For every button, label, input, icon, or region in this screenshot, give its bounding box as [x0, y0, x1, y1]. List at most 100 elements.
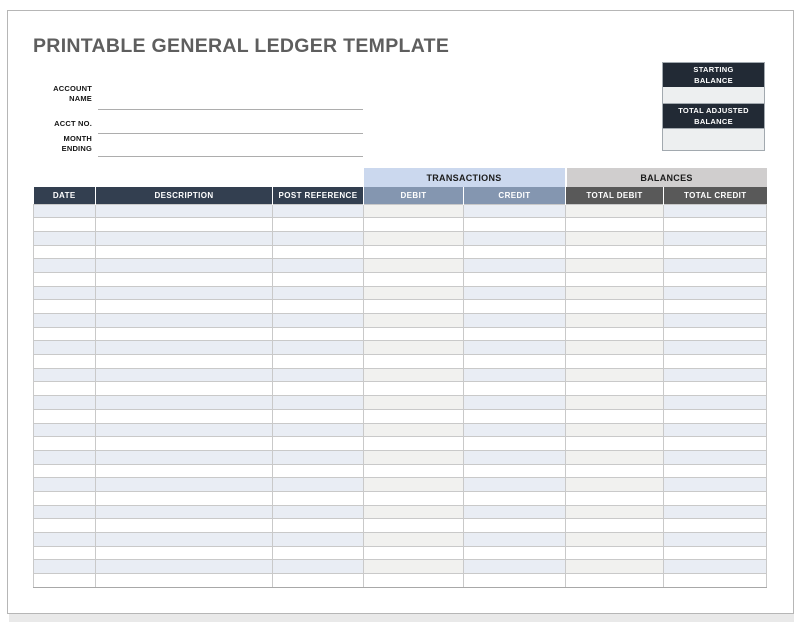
ledger-cell-description[interactable] — [95, 299, 273, 314]
ledger-cell-description[interactable] — [95, 504, 273, 520]
ledger-cell-date[interactable] — [33, 573, 96, 588]
ledger-cell-credit[interactable] — [462, 477, 567, 492]
ledger-cell-total-debit[interactable] — [565, 490, 665, 506]
ledger-cell-post-reference[interactable] — [272, 518, 364, 533]
ledger-cell-description[interactable] — [95, 367, 273, 383]
ledger-cell-description[interactable] — [95, 395, 273, 410]
ledger-cell-total-credit[interactable] — [663, 545, 768, 561]
ledger-cell-date[interactable] — [33, 299, 96, 314]
ledger-cell-debit[interactable] — [363, 367, 464, 383]
ledger-cell-debit[interactable] — [363, 313, 464, 328]
ledger-cell-credit[interactable] — [462, 490, 567, 506]
ledger-cell-post-reference[interactable] — [272, 203, 364, 219]
ledger-cell-total-credit[interactable] — [663, 354, 768, 369]
ledger-cell-description[interactable] — [95, 230, 273, 246]
ledger-cell-date[interactable] — [33, 504, 96, 520]
ledger-cell-description[interactable] — [95, 490, 273, 506]
ledger-cell-post-reference[interactable] — [272, 395, 364, 410]
ledger-cell-total-debit[interactable] — [565, 532, 665, 547]
ledger-cell-date[interactable] — [33, 230, 96, 246]
ledger-cell-debit[interactable] — [363, 244, 464, 260]
ledger-cell-debit[interactable] — [363, 490, 464, 506]
ledger-cell-description[interactable] — [95, 381, 273, 397]
ledger-cell-total-debit[interactable] — [565, 477, 665, 492]
ledger-cell-description[interactable] — [95, 217, 273, 232]
ledger-cell-description[interactable] — [95, 573, 273, 588]
ledger-cell-post-reference[interactable] — [272, 463, 364, 479]
ledger-cell-post-reference[interactable] — [272, 436, 364, 451]
ledger-cell-date[interactable] — [33, 559, 96, 575]
ledger-cell-post-reference[interactable] — [272, 422, 364, 438]
ledger-cell-debit[interactable] — [363, 477, 464, 492]
ledger-cell-total-credit[interactable] — [663, 463, 768, 479]
ledger-cell-debit[interactable] — [363, 299, 464, 314]
ledger-cell-total-debit[interactable] — [565, 395, 665, 410]
ledger-cell-post-reference[interactable] — [272, 258, 364, 273]
ledger-cell-debit[interactable] — [363, 354, 464, 369]
ledger-cell-debit[interactable] — [363, 271, 464, 287]
ledger-cell-credit[interactable] — [462, 449, 567, 465]
ledger-cell-debit[interactable] — [363, 573, 464, 588]
ledger-cell-debit[interactable] — [363, 395, 464, 410]
ledger-cell-total-debit[interactable] — [565, 244, 665, 260]
ledger-cell-date[interactable] — [33, 258, 96, 273]
ledger-cell-date[interactable] — [33, 395, 96, 410]
ledger-cell-description[interactable] — [95, 545, 273, 561]
ledger-cell-date[interactable] — [33, 463, 96, 479]
ledger-cell-total-credit[interactable] — [663, 559, 768, 575]
ledger-cell-total-debit[interactable] — [565, 217, 665, 232]
ledger-cell-total-credit[interactable] — [663, 230, 768, 246]
ledger-cell-total-debit[interactable] — [565, 559, 665, 575]
ledger-cell-credit[interactable] — [462, 367, 567, 383]
ledger-cell-total-credit[interactable] — [663, 326, 768, 342]
ledger-cell-credit[interactable] — [462, 326, 567, 342]
ledger-cell-post-reference[interactable] — [272, 354, 364, 369]
ledger-cell-credit[interactable] — [462, 285, 567, 301]
ledger-cell-total-credit[interactable] — [663, 299, 768, 314]
ledger-cell-credit[interactable] — [462, 545, 567, 561]
ledger-cell-description[interactable] — [95, 285, 273, 301]
ledger-cell-debit[interactable] — [363, 217, 464, 232]
ledger-cell-total-debit[interactable] — [565, 573, 665, 588]
ledger-cell-total-credit[interactable] — [663, 408, 768, 424]
ledger-cell-date[interactable] — [33, 217, 96, 232]
ledger-cell-total-debit[interactable] — [565, 326, 665, 342]
ledger-cell-debit[interactable] — [363, 449, 464, 465]
ledger-cell-post-reference[interactable] — [272, 490, 364, 506]
ledger-cell-credit[interactable] — [462, 258, 567, 273]
ledger-cell-total-debit[interactable] — [565, 449, 665, 465]
ledger-cell-date[interactable] — [33, 381, 96, 397]
ledger-cell-description[interactable] — [95, 408, 273, 424]
ledger-cell-credit[interactable] — [462, 518, 567, 533]
ledger-cell-total-credit[interactable] — [663, 367, 768, 383]
ledger-cell-credit[interactable] — [462, 299, 567, 314]
ledger-cell-description[interactable] — [95, 271, 273, 287]
ledger-cell-date[interactable] — [33, 313, 96, 328]
ledger-cell-credit[interactable] — [462, 559, 567, 575]
ledger-cell-total-credit[interactable] — [663, 217, 768, 232]
ledger-cell-credit[interactable] — [462, 463, 567, 479]
ledger-cell-debit[interactable] — [363, 436, 464, 451]
ledger-cell-total-credit[interactable] — [663, 203, 768, 219]
total-adjusted-balance-field[interactable] — [663, 128, 764, 150]
starting-balance-field[interactable] — [663, 87, 764, 104]
ledger-cell-description[interactable] — [95, 258, 273, 273]
ledger-cell-post-reference[interactable] — [272, 271, 364, 287]
ledger-cell-post-reference[interactable] — [272, 326, 364, 342]
ledger-cell-total-credit[interactable] — [663, 381, 768, 397]
ledger-cell-total-debit[interactable] — [565, 285, 665, 301]
ledger-cell-total-debit[interactable] — [565, 230, 665, 246]
ledger-cell-credit[interactable] — [462, 271, 567, 287]
ledger-cell-description[interactable] — [95, 354, 273, 369]
ledger-cell-debit[interactable] — [363, 532, 464, 547]
ledger-cell-date[interactable] — [33, 367, 96, 383]
ledger-cell-credit[interactable] — [462, 573, 567, 588]
ledger-cell-post-reference[interactable] — [272, 299, 364, 314]
ledger-cell-total-debit[interactable] — [565, 518, 665, 533]
ledger-cell-debit[interactable] — [363, 422, 464, 438]
ledger-cell-post-reference[interactable] — [272, 545, 364, 561]
ledger-cell-total-credit[interactable] — [663, 422, 768, 438]
ledger-cell-total-credit[interactable] — [663, 532, 768, 547]
ledger-cell-debit[interactable] — [363, 518, 464, 533]
ledger-cell-post-reference[interactable] — [272, 504, 364, 520]
